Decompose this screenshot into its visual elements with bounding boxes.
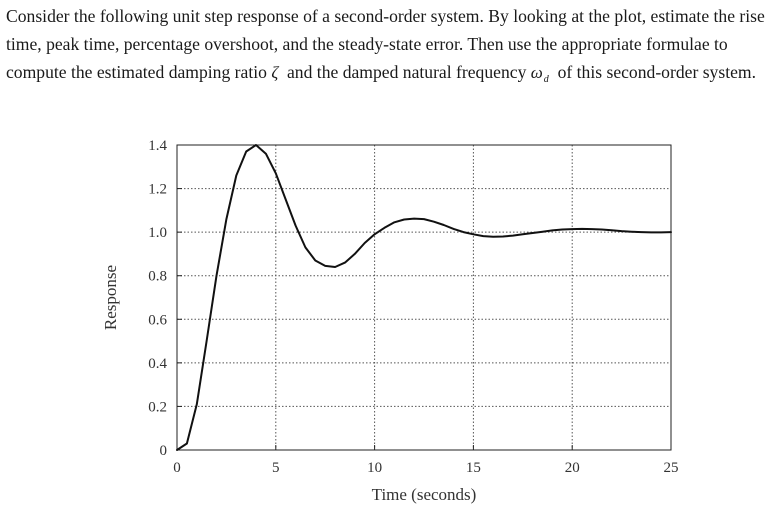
- x-tick-label-2: 10: [367, 460, 382, 476]
- response-curve: [176, 144, 672, 451]
- question-part-1: Consider the following unit step respons…: [6, 6, 765, 82]
- omega-subscript: d: [543, 74, 549, 85]
- y-tick-label-7: 1.4: [148, 138, 167, 154]
- plot-frame: [176, 144, 672, 451]
- y-tick-label-1: 0.2: [148, 399, 167, 415]
- x-tick-label-4: 20: [565, 460, 580, 476]
- question-text: Consider the following unit step respons…: [6, 2, 771, 94]
- question-part-3: of this second-order system.: [557, 62, 756, 82]
- question-part-2: and the damped natural frequency: [287, 62, 527, 82]
- y-tick-label-6: 1.2: [148, 182, 167, 198]
- omega-symbol: ω: [530, 63, 543, 82]
- x-tick-label-3: 15: [466, 460, 481, 476]
- x-tick-label-1: 5: [272, 460, 280, 476]
- y-tick-label-3: 0.6: [148, 312, 167, 328]
- y-tick-label-5: 1.0: [148, 225, 167, 241]
- y-axis-ticks: 0 0.2 0.4 0.6 0.8 1.0 1.2 1.4: [148, 138, 182, 459]
- x-axis-label: Time (seconds): [372, 485, 477, 504]
- y-axis-label: Response: [101, 265, 120, 330]
- y-tick-label-4: 0.8: [148, 269, 167, 285]
- y-tick-label-0: 0: [160, 443, 168, 459]
- x-tick-label-5: 25: [664, 460, 679, 476]
- x-tick-label-0: 0: [173, 460, 181, 476]
- y-tick-label-2: 0.4: [148, 356, 167, 372]
- x-axis-ticks: 0 5 10 15 20 25: [173, 445, 679, 476]
- zeta-symbol: ζ: [271, 63, 279, 82]
- grid-lines: [177, 145, 671, 450]
